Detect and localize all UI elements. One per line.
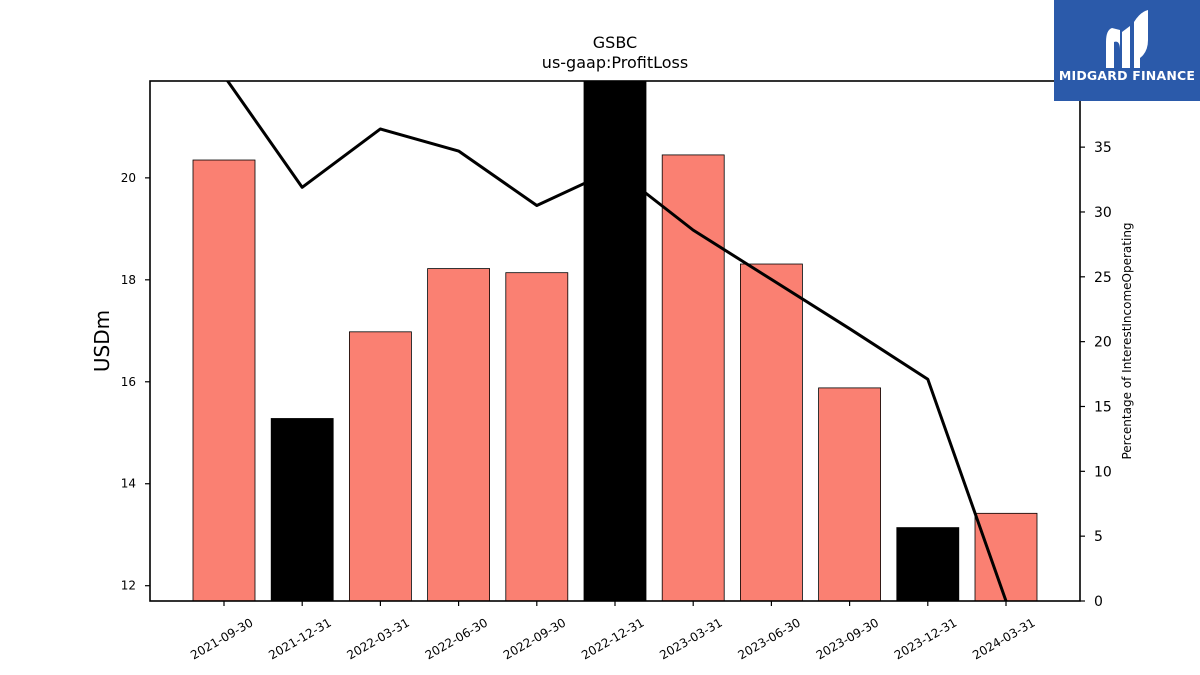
bar-2023-03-31	[661, 154, 725, 601]
bar-2023-12-31	[896, 527, 960, 601]
x-tick-label: 2023-06-30	[735, 615, 802, 662]
bar-2022-03-31	[348, 331, 412, 601]
x-tick-label: 2022-06-30	[423, 615, 490, 662]
y2-tick-label: 5	[1094, 529, 1103, 545]
y-axis-label: USDm	[90, 310, 114, 372]
y-tick-label: 12	[121, 579, 136, 593]
y2-axis-label: Percentage of InterestIncomeOperating	[1120, 222, 1134, 459]
x-tick-label: 2023-12-31	[892, 615, 959, 662]
chart-title: GSBC	[593, 33, 637, 52]
bar-2021-09-30	[192, 159, 256, 601]
x-tick-label: 2024-03-31	[970, 615, 1037, 662]
y-tick-label: 16	[121, 375, 136, 389]
y2-tick-label: 10	[1094, 464, 1112, 480]
x-tick-label: 2023-09-30	[814, 615, 881, 662]
x-tick-label: 2021-12-31	[266, 615, 333, 662]
x-tick-label: 2022-12-31	[579, 615, 646, 662]
line-layer	[225, 81, 1008, 601]
y2-tick-label: 0	[1094, 594, 1103, 610]
y-tick-label: 14	[121, 477, 136, 491]
bar-2024-03-31	[974, 512, 1038, 601]
bar-2022-06-30	[427, 268, 491, 601]
logo-text: MIDGARD FINANCE	[1058, 68, 1196, 83]
x-tick-label: 2022-09-30	[501, 615, 568, 662]
x-tick-label: 2022-03-31	[344, 615, 411, 662]
y-tick-label: 18	[121, 273, 136, 287]
bars-layer	[192, 81, 1038, 601]
bar-2023-06-30	[740, 263, 803, 601]
x-tick-label: 2021-09-30	[188, 615, 255, 662]
bar-2022-12-31	[583, 81, 647, 601]
y2-tick-label: 30	[1094, 205, 1112, 221]
y-tick-label: 20	[121, 171, 136, 185]
bar-2022-09-30	[505, 272, 569, 601]
x-tick-label: 2023-03-31	[657, 615, 724, 662]
bar-2021-12-31	[270, 418, 334, 601]
y2-tick-label: 25	[1094, 270, 1112, 286]
chart-subtitle: us-gaap:ProfitLoss	[542, 53, 688, 72]
y2-tick-label: 15	[1094, 399, 1112, 415]
brand-logo: MIDGARD FINANCE	[1054, 0, 1200, 101]
y2-tick-label: 20	[1094, 335, 1112, 351]
y2-tick-label: 35	[1094, 140, 1112, 156]
logo-mark-icon	[1106, 10, 1148, 68]
line-series	[225, 81, 1008, 601]
bar-2023-09-30	[818, 387, 881, 601]
